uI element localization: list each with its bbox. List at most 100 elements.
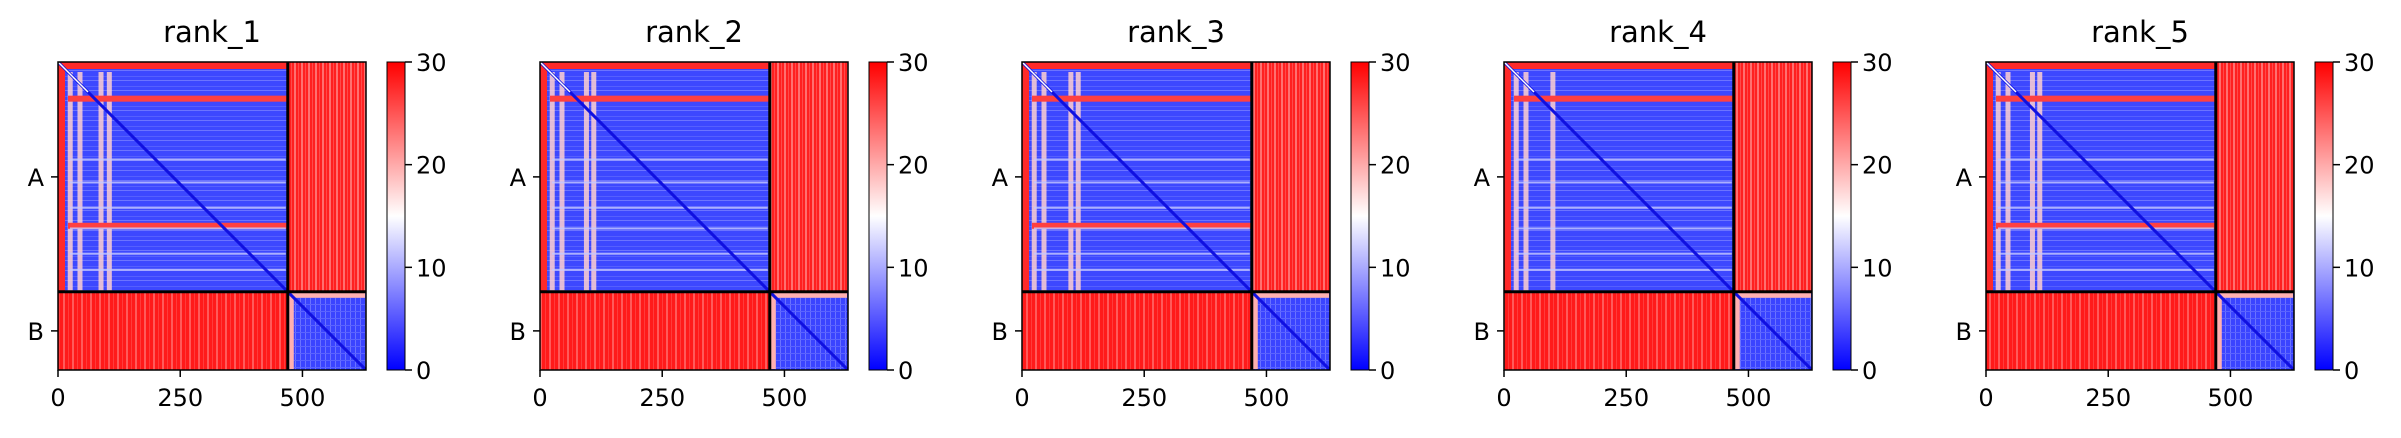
faint-row [552, 268, 768, 271]
diagonal-A-highlight [1986, 62, 2017, 93]
faint-row [552, 206, 768, 209]
faint-row [1998, 227, 2214, 230]
inter-chain-block-BA [58, 291, 288, 370]
y-tick-label: B [510, 318, 526, 346]
heatmap-frame [539, 61, 849, 371]
heatmap-cells [58, 62, 366, 370]
faint-row [70, 227, 286, 230]
x-tick-label: 250 [2085, 384, 2131, 412]
diagonal-A-highlight [1504, 62, 1535, 93]
b-edge-row [288, 292, 365, 298]
n-term-col [1504, 62, 1511, 292]
colorbar-frame [2314, 61, 2334, 371]
faint-row [1034, 268, 1250, 271]
inter-chain-block-AB [2215, 62, 2294, 292]
colorbar-tick-label: 20 [898, 152, 929, 180]
faint-row [70, 268, 286, 271]
diagonal-A [540, 62, 771, 293]
flexible-row [68, 95, 288, 102]
colorbar-frame [1350, 61, 1370, 371]
colorbar-tick-label: 30 [1862, 49, 1893, 77]
heatmap-frame [1503, 61, 1813, 371]
heatmap-panel: rank_1 A B 0 250 500 0 10 20 30 [28, 15, 447, 412]
y-tick-label: A [1474, 164, 1491, 192]
colorbar-tick-label: 20 [1380, 152, 1411, 180]
colorbar-tick-label: 30 [2344, 49, 2375, 77]
colorbar-tick-label: 10 [898, 254, 929, 282]
inter-chain-block-AB [1733, 62, 1812, 292]
x-tick-label: 0 [1978, 384, 1993, 412]
panel-title: rank_5 [2091, 15, 2189, 49]
y-tick-label: B [28, 318, 44, 346]
colorbar-tick-label: 20 [416, 152, 447, 180]
y-tick-label: A [28, 164, 45, 192]
colorbar-tick-label: 10 [416, 254, 447, 282]
diagonal-A-highlight [1022, 62, 1053, 93]
n-term-row [58, 62, 288, 69]
x-tick-label: 500 [1244, 384, 1290, 412]
faint-row [1516, 268, 1732, 271]
b-edge-col [1252, 292, 1258, 369]
colorbar [869, 62, 887, 370]
b-edge-row [2216, 292, 2293, 298]
colorbar-tick-label: 10 [2344, 254, 2375, 282]
x-tick-label: 0 [532, 384, 547, 412]
colorbar-tick-label: 10 [1380, 254, 1411, 282]
faint-row [1516, 227, 1732, 230]
inter-chain-block-BA [1022, 291, 1252, 370]
colorbar-tick-label: 30 [898, 49, 929, 77]
n-term-col [1022, 62, 1029, 292]
y-tick-label: B [1474, 318, 1490, 346]
diagonal-B [1732, 290, 1812, 370]
x-tick-label: 0 [1496, 384, 1511, 412]
faint-row [1998, 206, 2214, 209]
n-term-row [1504, 62, 1734, 69]
n-term-col [1986, 62, 1993, 292]
diagonal-A [1504, 62, 1735, 293]
x-tick-label: 500 [1726, 384, 1772, 412]
flexible-row [68, 222, 288, 229]
faint-row [1516, 158, 1732, 161]
faint-row [1516, 206, 1732, 209]
heatmap-panel: rank_5 A B 0 250 500 0 10 20 30 [1956, 15, 2375, 412]
heatmap-panel: rank_2 A B 0 250 500 0 10 20 30 [510, 15, 929, 412]
colorbar-tick-label: 10 [1862, 254, 1893, 282]
heatmap-frame [1021, 61, 1331, 371]
colorbar [387, 62, 405, 370]
faint-row [70, 252, 286, 255]
diagonal-B [286, 290, 366, 370]
faint-row [552, 227, 768, 230]
y-tick-label: B [992, 318, 1008, 346]
diagonal-B [768, 290, 848, 370]
inter-chain-block-AB [1251, 62, 1330, 292]
colorbar-tick-label: 20 [1862, 152, 1893, 180]
faint-row [1034, 252, 1250, 255]
diagonal-A [58, 62, 289, 293]
faint-row [1034, 227, 1250, 230]
heatmap-cells [1504, 62, 1812, 370]
heatmap-cells [540, 62, 848, 370]
panel-title: rank_3 [1127, 15, 1225, 49]
heatmap-panel: rank_4 A B 0 250 500 0 10 20 30 [1474, 15, 1893, 412]
faint-row [70, 206, 286, 209]
diagonal-A-highlight [540, 62, 571, 93]
b-edge-col [2216, 292, 2222, 369]
heatmap-frame [1985, 61, 2295, 371]
x-tick-label: 250 [157, 384, 203, 412]
colorbar-frame [1832, 61, 1852, 371]
x-tick-label: 0 [1014, 384, 1029, 412]
x-tick-label: 500 [280, 384, 326, 412]
y-tick-label: A [1956, 164, 1973, 192]
colorbar-frame [386, 61, 406, 371]
flexible-row [550, 95, 770, 102]
colorbar-tick-label: 0 [1380, 357, 1395, 385]
x-tick-label: 250 [1121, 384, 1167, 412]
b-edge-col [1734, 292, 1740, 369]
y-tick-label: A [992, 164, 1009, 192]
x-tick-label: 0 [50, 384, 65, 412]
b-edge-col [288, 292, 294, 369]
b-edge-row [1734, 292, 1811, 298]
colorbar [1351, 62, 1369, 370]
inter-chain-block-BA [1504, 291, 1734, 370]
panel-title: rank_1 [163, 15, 261, 49]
